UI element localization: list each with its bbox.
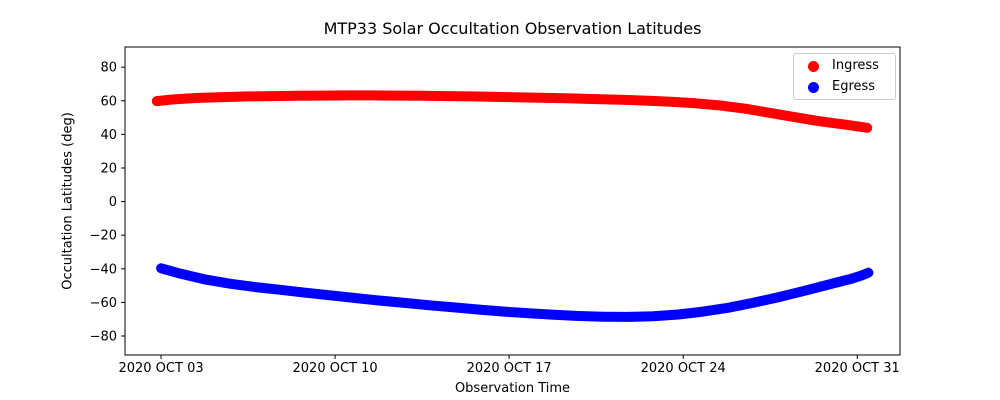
x-tick-label: 2020 OCT 24 bbox=[641, 361, 726, 376]
x-axis-label: Observation Time bbox=[454, 381, 571, 396]
y-tick-label: 80 bbox=[100, 61, 117, 76]
chart-title: MTP33 Solar Occultation Observation Lati… bbox=[323, 19, 702, 38]
y-tick-label: 20 bbox=[100, 161, 117, 176]
x-tick-label: 2020 OCT 31 bbox=[815, 361, 900, 376]
y-axis-label: Occultation Latitudes (deg) bbox=[60, 112, 76, 290]
y-tick-label: 60 bbox=[100, 94, 117, 109]
y-tick-label: 40 bbox=[100, 128, 117, 143]
plot-border bbox=[124, 46, 901, 356]
ingress-marker-icon bbox=[808, 60, 819, 72]
legend-item-ingress: Ingress bbox=[808, 57, 895, 75]
legend: Ingress Egress bbox=[793, 53, 896, 100]
y-tick-label: −80 bbox=[90, 330, 117, 345]
x-tick-label: 2020 OCT 03 bbox=[118, 361, 203, 376]
y-tick-label: −60 bbox=[90, 296, 117, 311]
egress-series bbox=[156, 263, 874, 322]
legend-label-ingress: Ingress bbox=[832, 58, 879, 73]
legend-label-egress: Egress bbox=[832, 79, 876, 94]
y-tick-label: 0 bbox=[109, 195, 117, 210]
legend-item-egress: Egress bbox=[808, 78, 895, 96]
x-tick-label: 2020 OCT 10 bbox=[293, 361, 378, 376]
egress-marker-icon bbox=[808, 81, 819, 93]
ingress-series bbox=[151, 90, 873, 133]
x-tick-label: 2020 OCT 17 bbox=[467, 361, 552, 376]
y-tick-label: −20 bbox=[90, 229, 117, 244]
y-tick-label: −40 bbox=[90, 262, 117, 277]
